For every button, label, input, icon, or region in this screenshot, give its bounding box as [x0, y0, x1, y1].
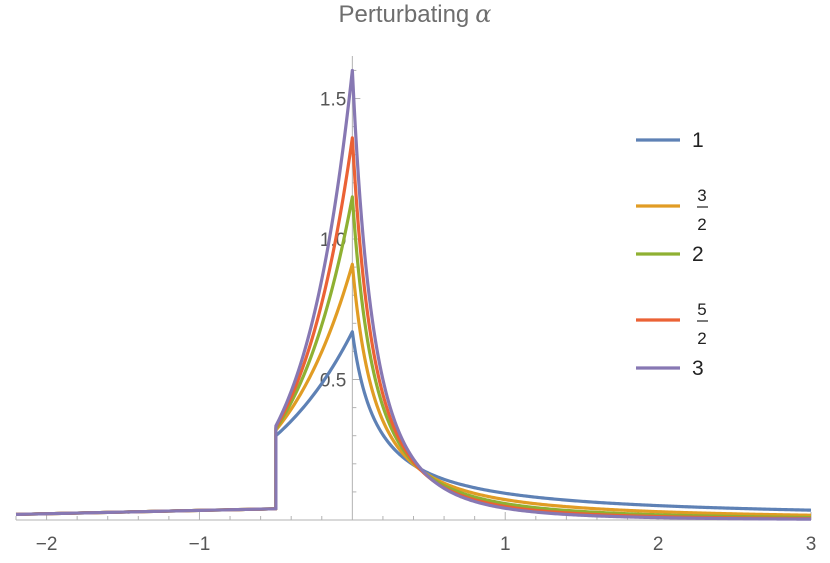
y-tick-label: 1.0 [320, 230, 346, 251]
legend-label-denominator: 2 [697, 329, 706, 348]
series-line-3 [15, 68, 812, 521]
legend-label-numerator: 3 [697, 186, 706, 205]
x-tick-label: −2 [36, 534, 58, 555]
x-tick-label: 3 [806, 534, 817, 555]
series-line-1 [15, 330, 812, 516]
legend: 1 3 2 2 5 2 3 [636, 129, 708, 380]
legend-label-denominator: 2 [697, 215, 706, 234]
x-tick-label: 2 [653, 534, 664, 555]
legend-label: 3 [692, 357, 704, 380]
chart-title-text: Perturbating [339, 1, 470, 28]
legend-label: 1 [692, 129, 704, 152]
x-tick-label: 1 [500, 534, 511, 555]
series-line-3-2 [15, 262, 812, 517]
legend-label-numerator: 5 [697, 300, 706, 319]
series-group [15, 68, 812, 521]
legend-label: 2 [692, 243, 704, 266]
x-tick-label: −1 [189, 534, 211, 555]
chart-title-symbol: α [475, 0, 491, 28]
chart-title: Perturbating α [339, 0, 492, 28]
y-tick-label: 1.5 [320, 90, 346, 111]
